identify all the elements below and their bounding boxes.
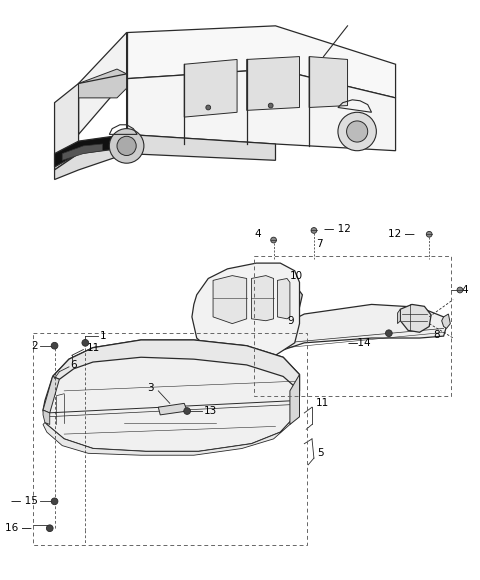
Polygon shape [53, 340, 300, 391]
Circle shape [184, 408, 191, 414]
Polygon shape [274, 285, 302, 314]
Circle shape [385, 330, 392, 336]
Text: — 12: — 12 [324, 224, 350, 234]
Polygon shape [43, 340, 300, 451]
Circle shape [457, 287, 463, 293]
Polygon shape [43, 417, 295, 455]
Polygon shape [79, 32, 127, 135]
Polygon shape [55, 84, 79, 170]
Polygon shape [277, 278, 290, 319]
Circle shape [206, 105, 211, 110]
Text: 4: 4 [254, 229, 261, 240]
Polygon shape [158, 403, 187, 415]
Polygon shape [55, 135, 276, 180]
Bar [122, 420, 218, 441]
Text: 6: 6 [70, 360, 76, 370]
Polygon shape [192, 263, 300, 359]
Polygon shape [127, 26, 396, 98]
Polygon shape [261, 304, 446, 365]
Text: 10: 10 [290, 271, 303, 281]
Text: 13: 13 [204, 406, 216, 416]
Circle shape [51, 342, 58, 349]
Polygon shape [442, 314, 450, 328]
Text: 11: 11 [87, 343, 100, 353]
Text: 2: 2 [32, 340, 38, 351]
Polygon shape [43, 410, 50, 425]
Polygon shape [309, 57, 348, 107]
Circle shape [311, 227, 317, 233]
Circle shape [268, 103, 273, 108]
Text: 7: 7 [316, 239, 323, 249]
Circle shape [47, 525, 53, 532]
Text: 11: 11 [316, 398, 329, 408]
Circle shape [82, 339, 89, 346]
Polygon shape [127, 69, 396, 151]
Polygon shape [252, 276, 274, 321]
Polygon shape [400, 304, 431, 332]
Polygon shape [213, 276, 247, 324]
Text: 3: 3 [147, 383, 154, 393]
Circle shape [51, 498, 58, 505]
Polygon shape [247, 57, 300, 110]
Text: — 15: — 15 [12, 496, 38, 506]
Polygon shape [397, 309, 400, 324]
Polygon shape [43, 376, 60, 413]
Text: —14: —14 [348, 338, 372, 348]
Text: 1: 1 [100, 331, 107, 341]
Polygon shape [184, 60, 237, 117]
Polygon shape [271, 290, 274, 307]
Circle shape [117, 136, 136, 155]
Polygon shape [79, 69, 127, 98]
Polygon shape [290, 375, 300, 425]
Text: 4: 4 [462, 285, 468, 295]
Circle shape [347, 121, 368, 142]
Circle shape [271, 237, 276, 243]
Text: 5: 5 [317, 448, 324, 458]
Polygon shape [55, 135, 127, 167]
Text: 9: 9 [287, 316, 294, 326]
Circle shape [109, 129, 144, 163]
Polygon shape [261, 324, 276, 353]
Text: 16 —: 16 — [5, 523, 32, 533]
Circle shape [426, 231, 432, 237]
Text: 8: 8 [433, 330, 440, 340]
Text: 12 —: 12 — [388, 229, 415, 240]
Polygon shape [62, 144, 103, 160]
Circle shape [338, 113, 376, 151]
